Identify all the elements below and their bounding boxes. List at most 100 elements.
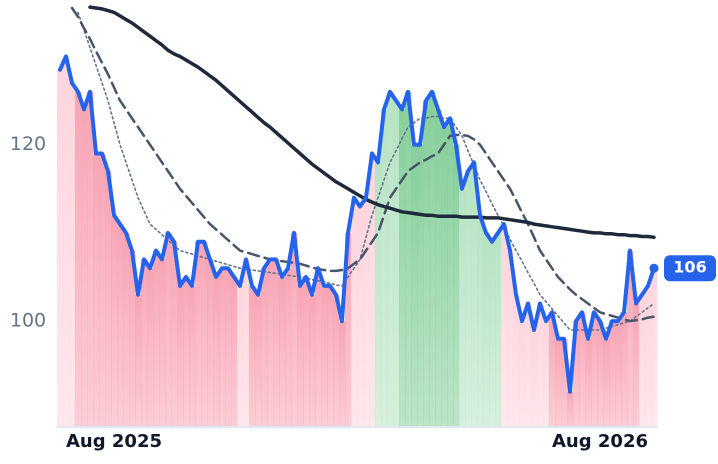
- bar: [447, 118, 454, 428]
- bar: [585, 338, 592, 427]
- bar: [315, 268, 322, 427]
- bar: [399, 109, 406, 427]
- bar: [639, 294, 646, 427]
- bar: [231, 277, 238, 427]
- bar: [597, 321, 604, 427]
- bar: [111, 215, 118, 427]
- bar: [477, 215, 484, 427]
- bar: [195, 241, 202, 427]
- value-badge: [664, 255, 716, 282]
- bar: [255, 294, 262, 427]
- bar: [501, 224, 508, 427]
- bar: [483, 232, 490, 427]
- bar: [333, 294, 340, 427]
- bar: [63, 56, 70, 428]
- bar: [417, 144, 424, 427]
- bar: [291, 232, 298, 427]
- bar: [261, 268, 268, 427]
- bar: [357, 206, 364, 427]
- bar: [129, 250, 136, 427]
- bar: [519, 321, 526, 427]
- bar: [591, 312, 598, 427]
- bar: [189, 285, 196, 427]
- bar: [513, 294, 520, 427]
- bar: [123, 232, 130, 427]
- bar: [165, 232, 172, 427]
- bar: [603, 338, 610, 427]
- bar: [405, 91, 412, 428]
- bar: [567, 391, 574, 427]
- bar: [549, 312, 556, 427]
- bar: [249, 285, 256, 427]
- bar: [303, 277, 310, 427]
- bar: [393, 100, 400, 427]
- bar: [615, 321, 622, 427]
- bar: [297, 285, 304, 427]
- y-tick-label: 100: [10, 310, 46, 332]
- bar: [573, 321, 580, 427]
- bar: [243, 259, 250, 427]
- bar: [93, 153, 100, 427]
- bar: [375, 162, 382, 428]
- bar: [279, 277, 286, 427]
- bar: [75, 91, 82, 428]
- bar: [171, 241, 178, 427]
- bar: [219, 268, 226, 427]
- bar: [153, 250, 160, 427]
- bar: [645, 285, 652, 427]
- bar: [147, 268, 154, 427]
- bar: [495, 232, 502, 427]
- bar: [105, 171, 112, 427]
- bar: [555, 338, 562, 427]
- x-tick-label: Aug 2025: [66, 431, 162, 452]
- bar: [561, 338, 568, 427]
- bar: [489, 241, 496, 427]
- bar: [621, 312, 628, 427]
- bar: [69, 82, 76, 428]
- bar: [159, 259, 166, 427]
- bar: [543, 321, 550, 427]
- bar: [87, 91, 94, 428]
- bar: [429, 91, 436, 428]
- bar: [369, 153, 376, 427]
- bar: [225, 268, 232, 427]
- bar: [531, 329, 538, 427]
- bar: [441, 127, 448, 427]
- bar: [363, 197, 370, 427]
- last-point: [649, 263, 659, 273]
- bar: [651, 268, 658, 427]
- bar: [537, 303, 544, 427]
- bar: [453, 144, 460, 427]
- bar: [201, 241, 208, 427]
- bar: [135, 294, 142, 427]
- bar: [207, 259, 214, 427]
- bar: [177, 285, 184, 427]
- bar: [525, 303, 532, 427]
- bar: [309, 294, 316, 427]
- price-line: [58, 54, 656, 394]
- bar: [141, 259, 148, 427]
- bar: [423, 100, 430, 427]
- bar: [237, 285, 244, 427]
- bar: [99, 153, 106, 427]
- bar: [117, 224, 124, 427]
- bar: [267, 259, 274, 427]
- bar: [351, 197, 358, 427]
- value-badge-label: 106: [673, 258, 706, 277]
- bar: [579, 312, 586, 427]
- bar: [609, 321, 616, 427]
- bar: [465, 171, 472, 427]
- moving-average-line: [70, 6, 656, 323]
- bar: [183, 277, 190, 427]
- bar: [633, 303, 640, 427]
- bar: [387, 91, 394, 428]
- bar: [411, 144, 418, 427]
- x-tick-label: Aug 2026: [552, 431, 648, 452]
- bar: [57, 69, 64, 427]
- bar: [435, 109, 442, 427]
- bar: [471, 162, 478, 428]
- bar: [81, 109, 88, 427]
- bar: [507, 250, 514, 427]
- bar: [381, 109, 388, 427]
